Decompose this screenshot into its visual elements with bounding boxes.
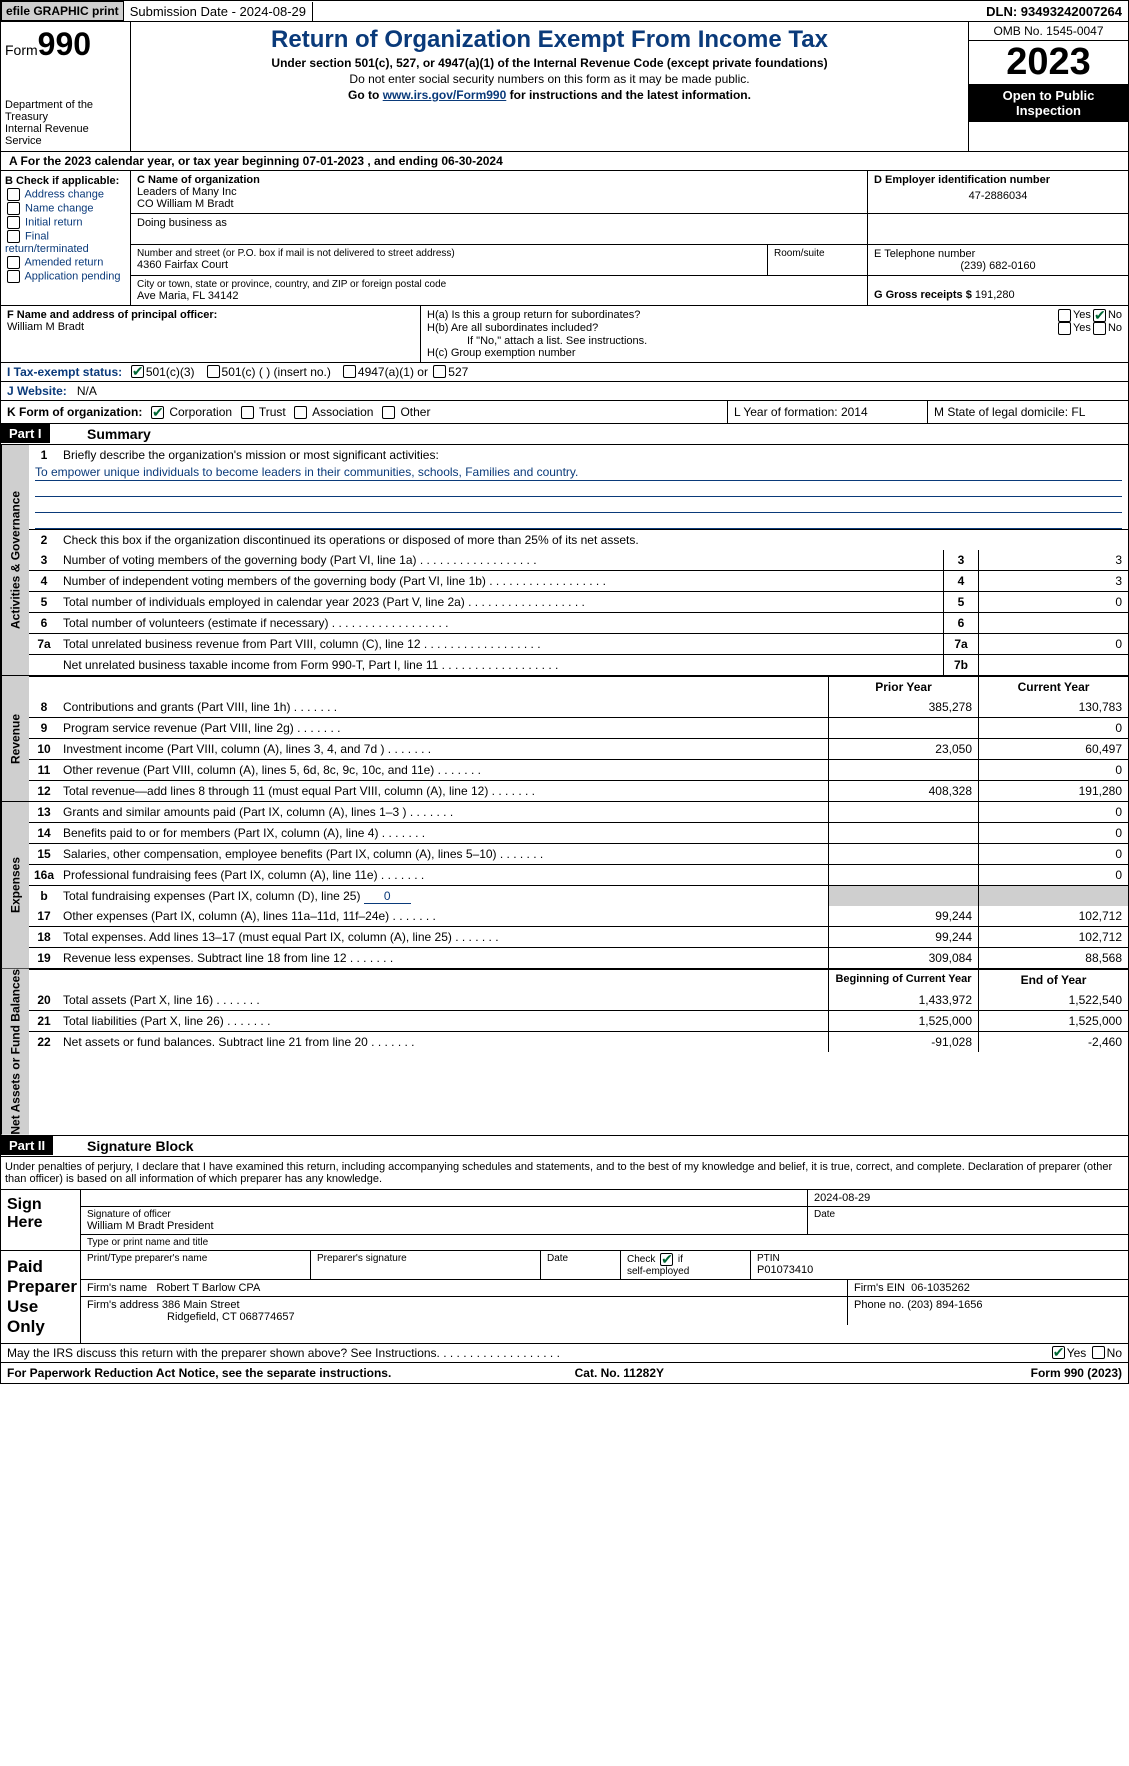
- top-bar: efile GRAPHIC print Submission Date - 20…: [0, 0, 1129, 22]
- row-l: L Year of formation: 2014: [728, 401, 928, 423]
- org-name-1: Leaders of Many Inc: [137, 186, 861, 198]
- dln: DLN: 93493242007264: [980, 2, 1128, 21]
- row-k-l-m: K Form of organization: Corporation Trus…: [0, 401, 1129, 424]
- box-b: B Check if applicable: Address change Na…: [1, 171, 131, 305]
- gov-tab: Activities & Governance: [1, 445, 29, 675]
- net-assets-section: Net Assets or Fund Balances Beginning of…: [0, 969, 1129, 1136]
- box-f-label: F Name and address of principal officer:: [7, 309, 217, 321]
- section-b-to-g: B Check if applicable: Address change Na…: [0, 171, 1129, 306]
- other-checkbox[interactable]: [382, 406, 395, 419]
- row-f-h: F Name and address of principal officer:…: [0, 306, 1129, 363]
- box-c-name-label: C Name of organization: [137, 174, 861, 186]
- hb-no-checkbox[interactable]: [1093, 322, 1106, 335]
- ha-yes-checkbox[interactable]: [1058, 309, 1071, 322]
- form-header: Form990 Department of the Treasury Inter…: [0, 22, 1129, 152]
- discuss-row: May the IRS discuss this return with the…: [0, 1344, 1129, 1363]
- form-warning: Do not enter social security numbers on …: [135, 72, 964, 86]
- tax-year: 2023: [969, 41, 1128, 84]
- hb-yes-checkbox[interactable]: [1058, 322, 1071, 335]
- form-title: Return of Organization Exempt From Incom…: [135, 26, 964, 54]
- city-label: City or town, state or province, country…: [137, 279, 861, 290]
- footer: For Paperwork Reduction Act Notice, see …: [0, 1363, 1129, 1384]
- form-subtitle: Under section 501(c), 527, or 4947(a)(1)…: [135, 56, 964, 70]
- row-a-tax-year: A For the 2023 calendar year, or tax yea…: [0, 152, 1129, 171]
- box-g-label: G Gross receipts $: [874, 289, 972, 301]
- row-j: J Website: N/A: [0, 382, 1129, 401]
- street-address: 4360 Fairfax Court: [137, 259, 761, 271]
- room-label: Room/suite: [768, 245, 868, 275]
- row-i: I Tax-exempt status: 501(c)(3) 501(c) ( …: [0, 363, 1129, 382]
- dba-label: Doing business as: [137, 217, 861, 229]
- principal-officer: William M Bradt: [7, 321, 84, 333]
- gross-receipts: 191,280: [975, 289, 1015, 301]
- hb-label: H(b) Are all subordinates included?: [427, 322, 1056, 335]
- goto-row: Go to www.irs.gov/Form990 for instructio…: [135, 88, 964, 102]
- box-e-label: E Telephone number: [874, 248, 1122, 260]
- org-name-2: CO William M Bradt: [137, 198, 861, 210]
- assoc-checkbox[interactable]: [294, 406, 307, 419]
- corp-checkbox[interactable]: [151, 406, 164, 419]
- rev-tab: Revenue: [1, 676, 29, 801]
- paid-preparer-block: Paid Preparer Use Only Print/Type prepar…: [0, 1251, 1129, 1344]
- submission-date: Submission Date - 2024-08-29: [124, 2, 313, 21]
- form-number: Form990: [5, 26, 126, 63]
- omb-number: OMB No. 1545-0047: [969, 22, 1128, 41]
- hb-note: If "No," attach a list. See instructions…: [427, 335, 1122, 347]
- trust-checkbox[interactable]: [241, 406, 254, 419]
- perjury-statement: Under penalties of perjury, I declare th…: [0, 1157, 1129, 1190]
- net-tab: Net Assets or Fund Balances: [1, 969, 29, 1135]
- discuss-no-checkbox[interactable]: [1092, 1346, 1105, 1359]
- hc-label: H(c) Group exemption number: [427, 347, 1122, 359]
- 501c-checkbox[interactable]: [207, 365, 220, 378]
- phone-value: (239) 682-0160: [874, 260, 1122, 272]
- row-m: M State of legal domicile: FL: [928, 401, 1128, 423]
- revenue-section: Revenue Prior YearCurrent Year 8Contribu…: [0, 676, 1129, 802]
- box-d-label: D Employer identification number: [874, 174, 1122, 186]
- sign-here-block: Sign Here 2024-08-29 Signature of office…: [0, 1190, 1129, 1251]
- part-1-header: Part I Summary: [0, 424, 1129, 445]
- mission-text: To empower unique individuals to become …: [35, 465, 1122, 481]
- addr-label: Number and street (or P.O. box if mail i…: [137, 248, 761, 259]
- expenses-section: Expenses 13Grants and similar amounts pa…: [0, 802, 1129, 969]
- irs-label: Internal Revenue Service: [5, 123, 126, 147]
- exp-tab: Expenses: [1, 802, 29, 968]
- 4947-checkbox[interactable]: [343, 365, 356, 378]
- part-2-header: Part II Signature Block: [0, 1136, 1129, 1157]
- 527-checkbox[interactable]: [433, 365, 446, 378]
- self-employed-checkbox[interactable]: [660, 1253, 673, 1266]
- ha-label: H(a) Is this a group return for subordin…: [427, 309, 1056, 322]
- efile-badge: efile GRAPHIC print: [1, 1, 124, 21]
- dept-label: Department of the Treasury: [5, 99, 126, 123]
- city-value: Ave Maria, FL 34142: [137, 290, 861, 302]
- ha-no-checkbox[interactable]: [1093, 309, 1106, 322]
- discuss-yes-checkbox[interactable]: [1052, 1346, 1065, 1359]
- ein-value: 47-2886034: [874, 186, 1122, 206]
- open-to-public: Open to Public Inspection: [969, 84, 1128, 122]
- governance-section: Activities & Governance 1Briefly describ…: [0, 445, 1129, 676]
- irs-link[interactable]: www.irs.gov/Form990: [383, 88, 507, 102]
- 501c3-checkbox[interactable]: [131, 365, 144, 378]
